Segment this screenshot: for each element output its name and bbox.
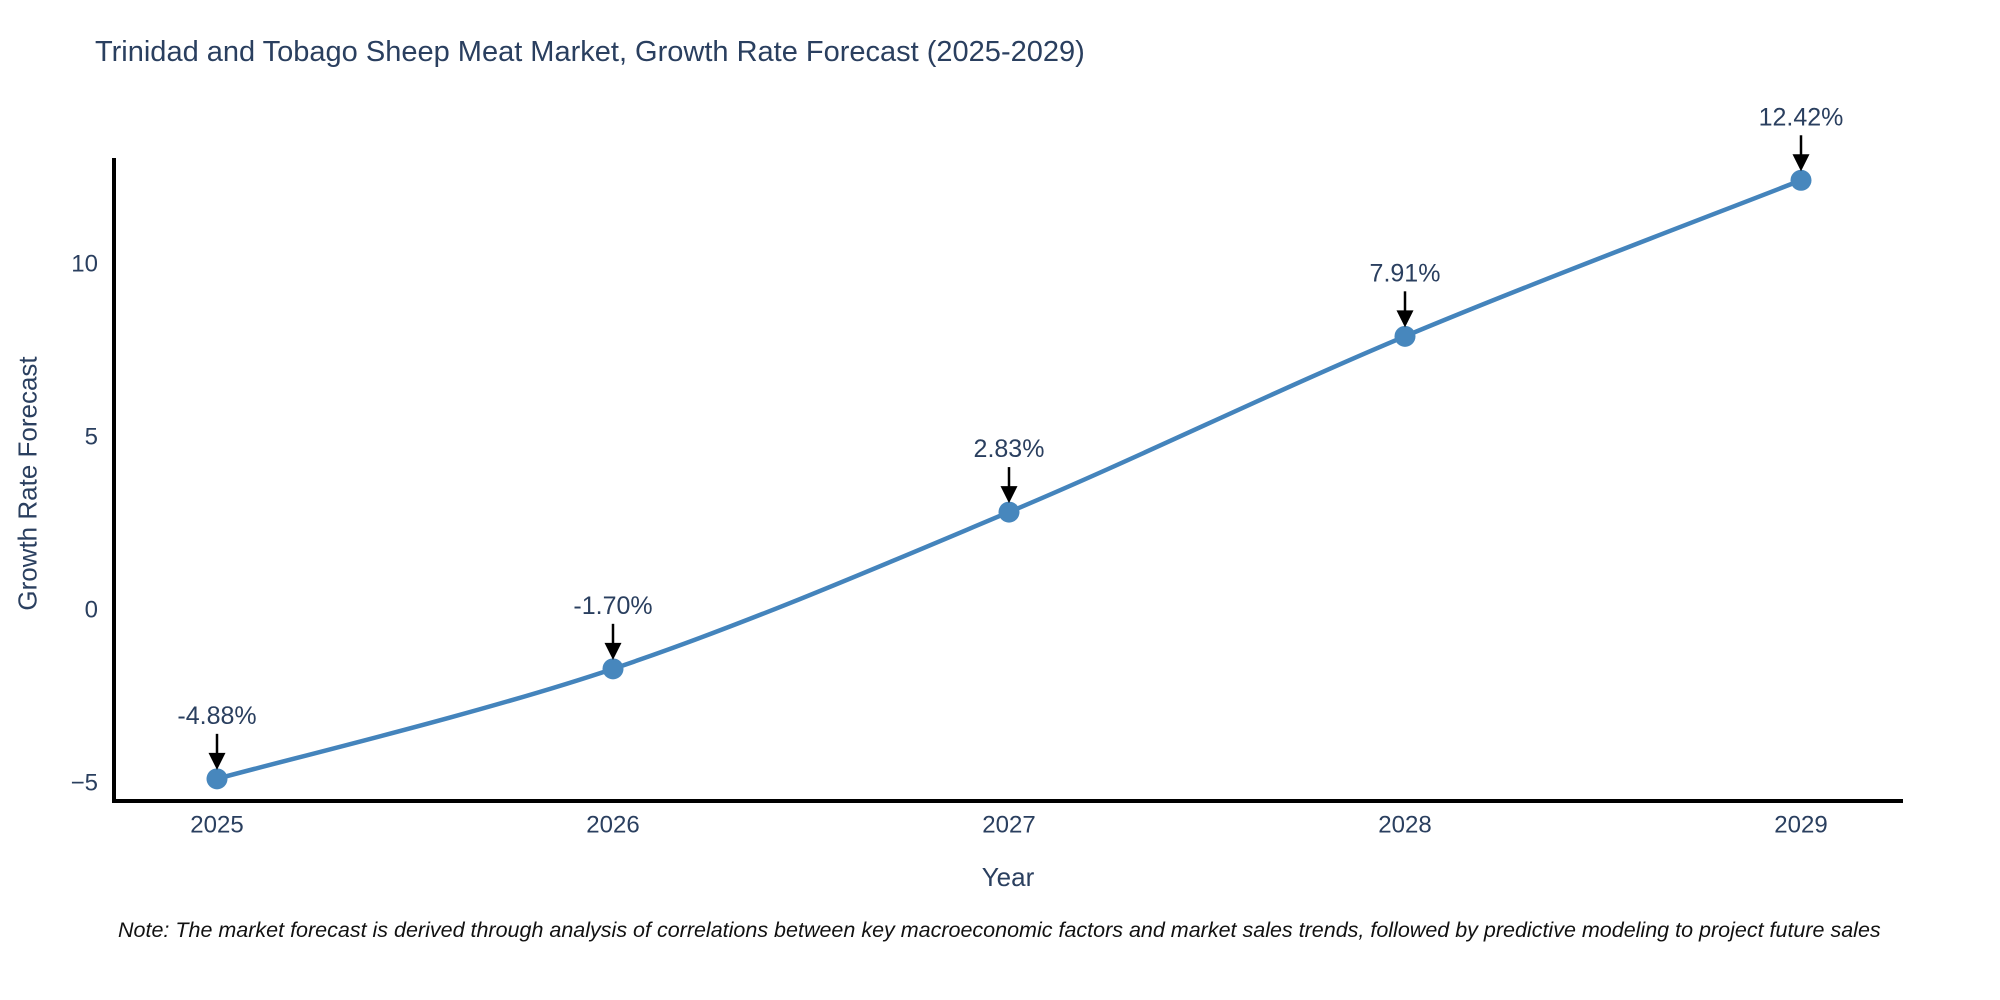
point-annotation: -1.70%: [573, 592, 652, 620]
x-tick-label: 2026: [586, 812, 639, 839]
point-annotation: 2.83%: [974, 435, 1045, 463]
annotation-arrow-head: [1000, 486, 1018, 504]
annotation-arrow-head: [1396, 310, 1414, 328]
point-annotation: 7.91%: [1370, 259, 1441, 287]
x-axis-label: Year: [981, 862, 1035, 892]
annotation-arrow-head: [604, 642, 622, 660]
y-tick-label: 0: [85, 597, 98, 624]
point-annotation: 12.42%: [1759, 103, 1844, 131]
data-point-2026: [602, 658, 624, 680]
data-point-2028: [1394, 325, 1416, 347]
chart-title: Trinidad and Tobago Sheep Meat Market, G…: [95, 36, 1085, 68]
data-point-2025: [206, 768, 228, 790]
footnote: Note: The market forecast is derived thr…: [118, 918, 1881, 942]
annotation-arrow-head: [208, 752, 226, 770]
x-tick-label: 2025: [190, 812, 243, 839]
x-tick-label: 2029: [1774, 812, 1827, 839]
annotation-arrow-head: [1792, 154, 1810, 172]
x-tick-label: 2028: [1378, 812, 1431, 839]
y-tick-label: 10: [71, 251, 98, 278]
point-annotation: -4.88%: [177, 702, 256, 730]
data-point-2029: [1790, 169, 1812, 191]
data-point-2027: [998, 501, 1020, 523]
y-tick-label: 5: [85, 424, 98, 451]
y-tick-label: −5: [71, 770, 98, 797]
x-tick-label: 2027: [982, 812, 1035, 839]
